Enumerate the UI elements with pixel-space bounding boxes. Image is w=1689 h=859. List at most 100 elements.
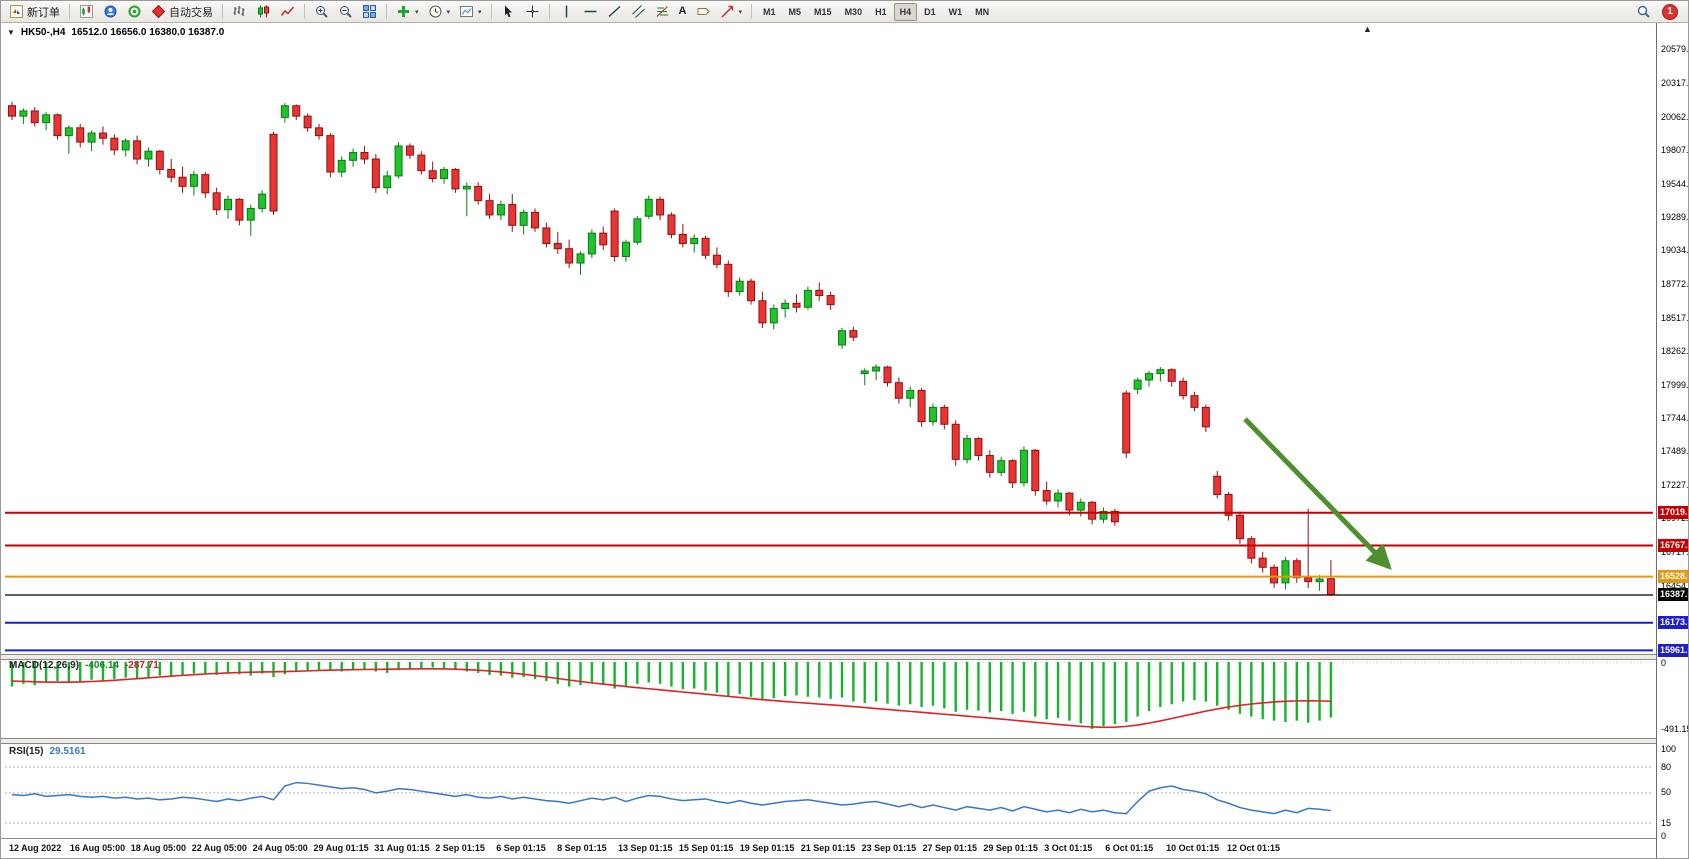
candle [940, 404, 949, 430]
text-label-tool-button[interactable] [692, 2, 715, 22]
candle [1258, 551, 1267, 573]
candle [621, 239, 630, 262]
candle [8, 101, 16, 121]
candle [178, 166, 187, 193]
cursor-tool-button[interactable] [497, 2, 520, 22]
candle [542, 222, 551, 248]
text-tool-button[interactable]: A [675, 2, 691, 22]
timeframe-button-h1[interactable]: H1 [869, 3, 893, 21]
channel-icon [631, 5, 645, 18]
chart-shift-icon[interactable]: ▲ [1363, 24, 1372, 34]
timeframe-button-d1[interactable]: D1 [918, 3, 942, 21]
arrow-shape-icon [720, 5, 733, 18]
candle [815, 282, 824, 301]
timeframe-button-mn[interactable]: MN [969, 3, 995, 21]
candle [167, 159, 176, 183]
candle [974, 437, 983, 461]
candle [496, 200, 505, 221]
rsi-panel-splitter[interactable] [1, 738, 1656, 744]
bar-chart-button[interactable] [228, 2, 251, 22]
time-axis-label: 23 Sep 01:15 [861, 843, 917, 853]
timeframe-button-m5[interactable]: M5 [783, 3, 808, 21]
candle [985, 450, 994, 478]
timeframe-button-m15[interactable]: M15 [808, 3, 838, 21]
candle [292, 104, 301, 121]
crosshair-tool-button[interactable] [521, 2, 544, 22]
time-axis-label: 21 Sep 01:15 [800, 843, 856, 853]
indicators-icon [398, 6, 409, 17]
candle [758, 291, 767, 329]
rsi-scale-label: 100 [1661, 744, 1677, 755]
candle [872, 364, 881, 381]
profiles-button[interactable] [99, 2, 122, 22]
rsi-scale-label: 15 [1661, 817, 1672, 828]
timeframe-button-w1[interactable]: W1 [943, 3, 969, 21]
vertical-line-tool-button[interactable] [555, 2, 578, 22]
time-axis-label: 12 Aug 2022 [9, 843, 62, 853]
candle [917, 387, 926, 427]
candle [781, 299, 790, 318]
price-axis[interactable]: 20579.5 20317.0 20062.0 19807.0 19544.5 19289… [1657, 1, 1689, 858]
candle [258, 190, 267, 213]
periods-button[interactable]: ▾ [424, 2, 455, 22]
tile-windows-button[interactable] [358, 2, 381, 22]
zoom-in-button[interactable] [310, 2, 333, 22]
price-line-badge: 16528.6 [1658, 570, 1688, 584]
macd-value: -406.14 [85, 660, 119, 671]
timeframe-group: M1 M5 M15 M30 H1 H4 D1 W1 MN [757, 2, 995, 21]
candle [883, 365, 892, 387]
fibonacci-tool-button[interactable] [651, 2, 674, 22]
chevron-down-icon: ▾ [415, 8, 419, 16]
candle [1224, 491, 1233, 521]
timeframe-button-h4[interactable]: H4 [893, 2, 918, 21]
arrows-tool-button[interactable]: ▾ [716, 2, 747, 22]
candle [576, 251, 585, 275]
trend-arrow-annotation[interactable] [1243, 417, 1392, 570]
new-chart-button[interactable] [75, 2, 98, 22]
separator [548, 4, 550, 19]
data-window-button[interactable] [123, 2, 146, 22]
indicators-button[interactable]: ▾ [392, 2, 423, 22]
candle-chart-button[interactable] [252, 2, 275, 22]
price-axis-label: 19034.5 [1661, 245, 1689, 256]
notification-badge[interactable]: 1 [1662, 3, 1678, 20]
candle [1235, 511, 1244, 544]
profile-icon [104, 5, 117, 18]
channel-tool-button[interactable] [627, 2, 650, 22]
zoom-out-button[interactable] [334, 2, 357, 22]
line-chart-button[interactable] [276, 2, 299, 22]
candle [371, 153, 380, 193]
candle [155, 149, 164, 175]
candle [235, 198, 244, 226]
collapse-icon[interactable]: ▼ [7, 28, 15, 37]
candle [553, 231, 562, 254]
timeframe-button-m30[interactable]: M30 [839, 3, 869, 21]
price-line-badge: 16387.0 [1658, 588, 1688, 602]
candle [838, 328, 847, 349]
templates-button[interactable]: ▾ [455, 2, 486, 22]
candle [428, 161, 437, 183]
ohlc-values: 16512.0 16656.0 16380.0 16387.0 [71, 27, 225, 38]
price-scale-background[interactable] [1656, 23, 1688, 858]
time-axis[interactable]: 12 Aug 2022 16 Aug 05:00 18 Aug 05:00 22 Au… [1, 842, 1656, 858]
macd-panel-splitter[interactable] [1, 654, 1656, 660]
timeframe-button-m1[interactable]: M1 [757, 3, 782, 21]
search-button[interactable] [1632, 2, 1655, 22]
horizontal-line-icon [584, 10, 597, 13]
time-axis-label: 22 Aug 05:00 [191, 843, 247, 853]
new-order-icon [10, 5, 23, 18]
trendline-tool-button[interactable] [603, 2, 626, 22]
time-axis-border [1, 838, 1656, 839]
price-axis-label: 19289.5 [1661, 212, 1689, 223]
horizontal-line-tool-button[interactable] [579, 2, 602, 22]
candle [735, 277, 744, 296]
new-order-button[interactable]: 新订单 [5, 2, 64, 22]
candle [360, 146, 369, 165]
candle [280, 103, 289, 123]
price-axis-label: 20317.0 [1661, 78, 1689, 89]
candle [1201, 404, 1210, 433]
auto-trading-button[interactable]: 自动交易 [147, 2, 217, 22]
candle [30, 107, 39, 127]
